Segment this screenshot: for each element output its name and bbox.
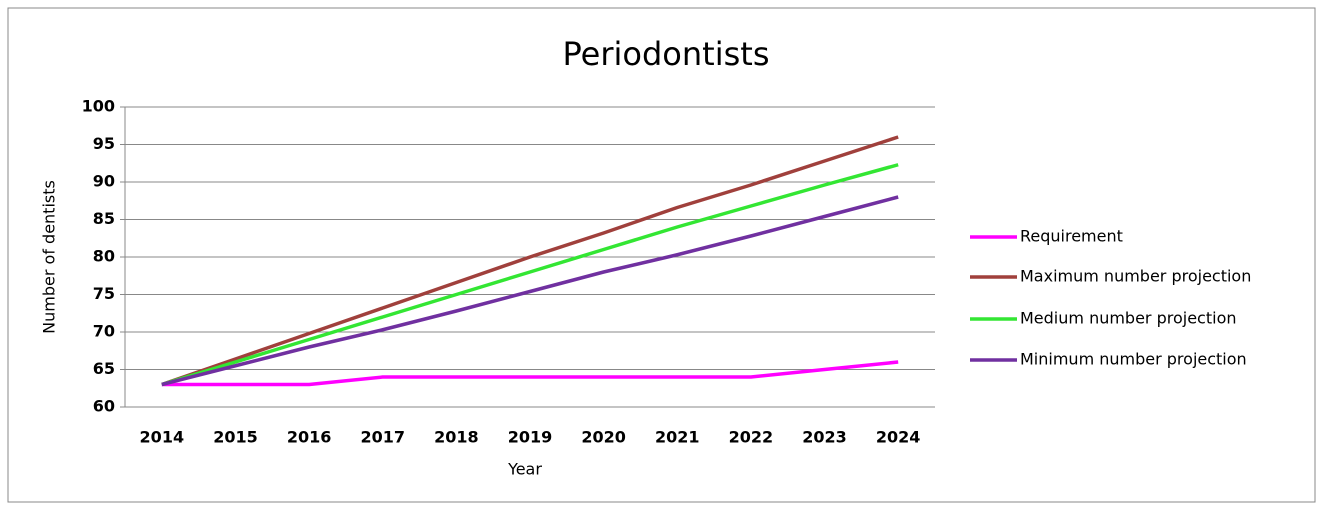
y-axis-label: Number of dentists <box>40 180 59 334</box>
series-line <box>161 163 899 387</box>
legend-label: Maximum number projection <box>1020 267 1251 286</box>
x-tick-label: 2017 <box>360 428 405 447</box>
x-tick-label: 2020 <box>581 428 626 447</box>
legend-label: Medium number projection <box>1020 309 1237 328</box>
y-tick-label: 60 <box>93 397 115 416</box>
y-tick-label: 70 <box>93 322 115 341</box>
y-tick-label: 80 <box>93 247 115 266</box>
y-tick-label: 85 <box>93 209 115 228</box>
y-tick-label: 75 <box>93 284 115 303</box>
legend-label: Requirement <box>1020 227 1123 246</box>
series-line <box>161 195 899 387</box>
x-tick-label: 2016 <box>287 428 332 447</box>
chart-title: Periodontists <box>563 35 770 73</box>
series-line <box>161 360 899 387</box>
x-tick-label: 2024 <box>876 428 921 447</box>
y-tick-label: 95 <box>93 134 115 153</box>
x-axis-label: Year <box>507 460 542 479</box>
x-tick-label: 2015 <box>213 428 258 447</box>
y-tick-label: 100 <box>82 97 115 116</box>
series-line <box>161 135 899 387</box>
x-tick-label: 2019 <box>508 428 553 447</box>
chart-border <box>7 7 1316 503</box>
y-tick-label: 90 <box>93 172 115 191</box>
x-tick-label: 2014 <box>140 428 185 447</box>
x-tick-label: 2022 <box>729 428 774 447</box>
x-tick-label: 2023 <box>802 428 847 447</box>
legend-label: Minimum number projection <box>1020 350 1247 369</box>
x-tick-label: 2021 <box>655 428 700 447</box>
x-tick-label: 2018 <box>434 428 479 447</box>
y-tick-label: 65 <box>93 359 115 378</box>
